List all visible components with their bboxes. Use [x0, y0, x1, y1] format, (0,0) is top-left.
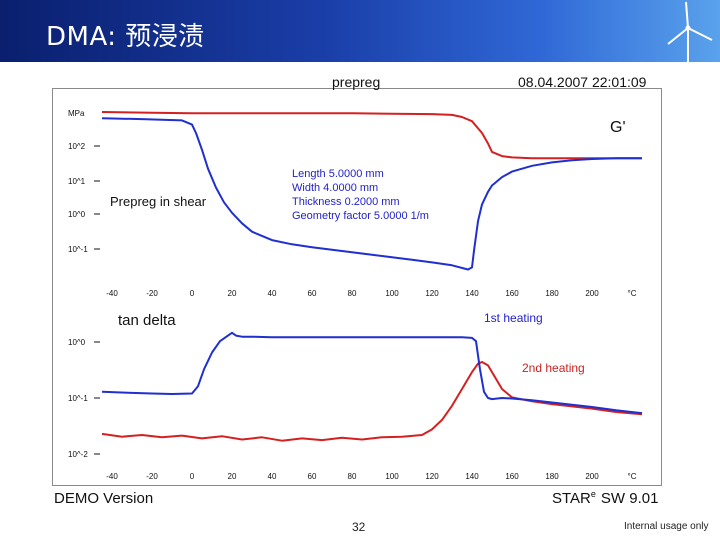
series-line-1st-heating — [101, 331, 643, 415]
wind-turbine-icon — [667, 1, 713, 62]
x-tick-label: 40 — [268, 289, 277, 298]
series-line-2nd-heating — [101, 111, 642, 160]
brand-label: STARe SW 9.01 — [552, 489, 658, 507]
top-series-label: G' — [610, 119, 626, 136]
y-tick-label: 10^-2 — [68, 450, 88, 459]
page-number: 32 — [352, 520, 366, 534]
x-tick-label: -20 — [146, 289, 158, 298]
x-tick-label: 100 — [385, 472, 399, 481]
top-y-unit: MPa — [68, 109, 85, 118]
x-tick-label: 200 — [585, 289, 599, 298]
x-tick-label: 60 — [308, 289, 317, 298]
x-tick-label: 0 — [190, 289, 195, 298]
specimen-length: Length 5.0000 mm — [292, 168, 384, 180]
x-tick-label: -40 — [106, 289, 118, 298]
series-line-1st-heating — [101, 117, 642, 271]
demo-version-label: DEMO Version — [54, 490, 153, 507]
version-label: SW 9.01 — [601, 490, 659, 507]
x-tick-label: 180 — [545, 472, 559, 481]
top-chart-title: prepreg — [332, 74, 380, 90]
bottom-chart: -40 -20 0 20 40 60 80 100 120 140 160 180 200 °C 10^0 1… — [68, 331, 643, 481]
x-tick-label: °C — [628, 472, 637, 481]
y-tick-label: 10^-1 — [68, 394, 88, 403]
x-tick-label: 20 — [228, 289, 237, 298]
y-tick-label: 10^-1 — [68, 245, 88, 254]
brand-superscript: e — [591, 489, 596, 499]
legend-2nd-heating: 2nd heating — [522, 361, 585, 375]
bottom-chart-title: tan delta — [118, 312, 176, 329]
specimen-thickness: Thickness 0.2000 mm — [292, 196, 400, 208]
top-chart: -40 -20 0 20 40 60 80 100 120 140 160 180 200 °C 10^2 1… — [68, 111, 642, 298]
x-tick-label: 180 — [545, 289, 559, 298]
chart-frame — [52, 88, 662, 486]
specimen-geometry: Geometry factor 5.0000 1/m — [292, 210, 429, 222]
x-tick-label: 140 — [465, 289, 479, 298]
x-tick-label: 100 — [385, 289, 399, 298]
x-tick-label: 0 — [190, 472, 195, 481]
x-tick-label: 20 — [228, 472, 237, 481]
x-tick-label: -40 — [106, 472, 118, 481]
x-tick-label: 120 — [425, 472, 439, 481]
x-tick-label: 120 — [425, 289, 439, 298]
footer-note: Internal usage only — [624, 521, 709, 532]
x-tick-label: 80 — [348, 472, 357, 481]
x-tick-label: -20 — [146, 472, 158, 481]
top-annotation: Prepreg in shear — [110, 194, 207, 209]
x-tick-label: 160 — [505, 289, 519, 298]
y-tick-label: 10^1 — [68, 177, 86, 186]
y-tick-label: 10^2 — [68, 142, 86, 151]
top-chart-timestamp: 08.04.2007 22:01:09 — [518, 74, 647, 90]
y-tick-label: 10^0 — [68, 210, 86, 219]
brand-prefix: STAR — [552, 490, 591, 507]
y-tick-label: 10^0 — [68, 338, 86, 347]
legend-1st-heating: 1st heating — [484, 311, 543, 325]
x-tick-label: 40 — [268, 472, 277, 481]
x-tick-label: °C — [628, 289, 637, 298]
slide-title: DMA: 预浸渍 — [46, 22, 205, 52]
x-tick-label: 140 — [465, 472, 479, 481]
x-tick-label: 200 — [585, 472, 599, 481]
specimen-width: Width 4.0000 mm — [292, 182, 378, 194]
x-tick-label: 80 — [348, 289, 357, 298]
slide-header: DMA: 预浸渍 — [0, 0, 720, 62]
x-tick-label: 160 — [505, 472, 519, 481]
x-tick-label: 60 — [308, 472, 317, 481]
